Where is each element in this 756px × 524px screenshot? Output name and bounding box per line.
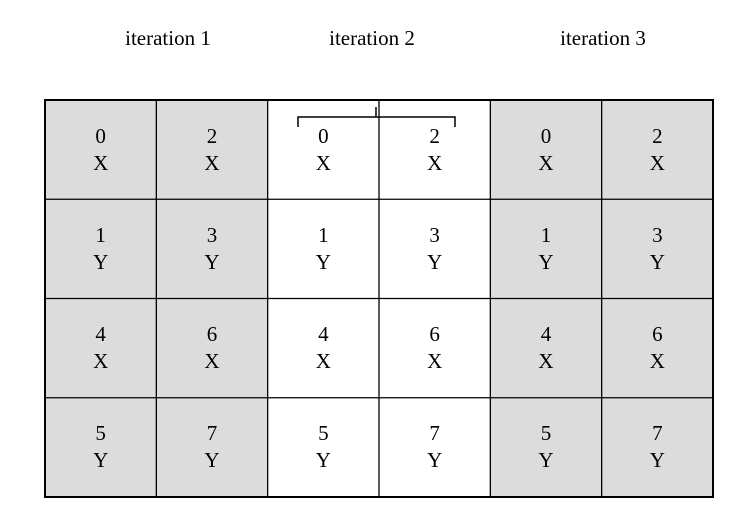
cell-index: 1 [540,222,552,247]
cell-letter: Y [427,249,443,274]
cell-letter: Y [315,249,331,274]
cell-index: 0 [95,123,106,148]
cell-index: 5 [95,421,106,446]
cell-index: 2 [206,123,218,148]
cell-index: 6 [652,322,663,347]
cell-letter: X [204,150,220,175]
cell-letter: Y [93,448,109,473]
cell-index: 4 [95,322,106,347]
cell-index: 3 [206,222,218,247]
cell-letter: Y [315,448,331,473]
cell-letter: X [93,349,109,374]
cell-letter: Y [427,448,443,473]
cell-letter: X [538,349,554,374]
cell-letter: Y [204,448,220,473]
cell-letter: Y [538,249,554,274]
cell-letter: Y [649,448,665,473]
cell-letter: X [315,349,331,374]
cell-letter: Y [538,448,554,473]
cell-letter: Y [649,249,665,274]
cell-index: 0 [318,123,329,148]
iteration-label: iteration 3 [560,26,646,50]
cell-index: 2 [429,123,440,148]
cell-index: 0 [540,123,552,148]
iteration-label: iteration 1 [125,26,211,50]
grid-lines [44,99,714,498]
cell-index: 7 [652,421,663,446]
cell-letter: X [649,150,665,175]
cell-index: 3 [429,222,440,247]
cell-index: 6 [206,322,218,347]
cell-letter: X [93,150,109,175]
cell-index: 2 [652,123,663,148]
cell-letter: X [315,150,331,175]
brace-iteration-2 [297,107,456,127]
cell-index: 1 [318,222,329,247]
cell-index: 4 [540,322,552,347]
cell-letter: Y [93,249,109,274]
cell-index: 3 [652,222,663,247]
cell-index: 5 [540,421,552,446]
cell-letter: X [538,150,554,175]
cell-letter: Y [204,249,220,274]
iteration-label: iteration 2 [329,26,415,50]
cell-index: 4 [318,322,329,347]
cell-index: 7 [429,421,440,446]
cell-index: 7 [206,421,218,446]
cell-letter: X [649,349,665,374]
cell-index: 5 [318,421,329,446]
cell-letter: X [427,150,443,175]
cell-index: 6 [429,322,440,347]
cell-index: 1 [95,222,106,247]
cell-letter: X [427,349,443,374]
cell-letter: X [204,349,220,374]
